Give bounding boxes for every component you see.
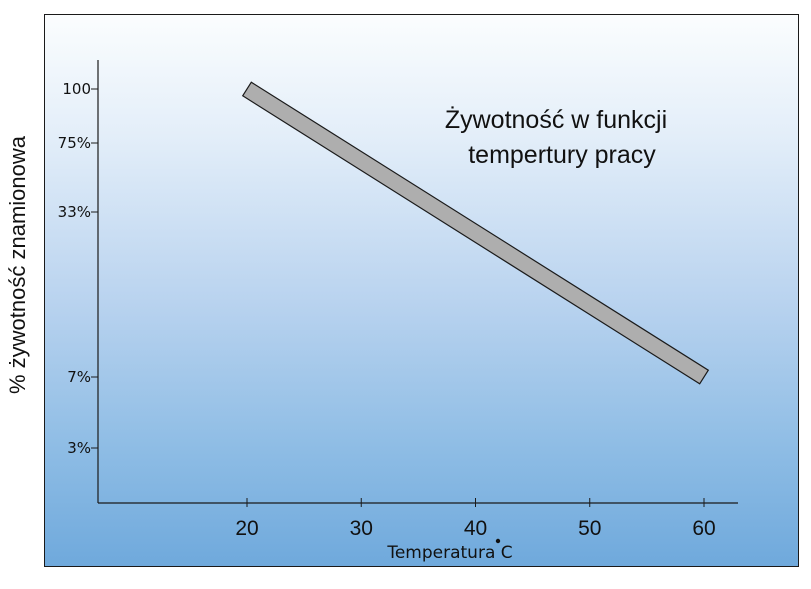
x-ticks: 20 30 40 50 60 <box>235 498 716 540</box>
x-tick-label: 40 <box>464 517 487 540</box>
chart-title-line-1: Żywotność w funkcji <box>445 105 667 134</box>
y-ticks: 100 75% 33% 7% 3% <box>58 80 98 457</box>
series-band <box>241 81 710 385</box>
y-tick-label: 3% <box>67 439 91 457</box>
x-tick-label: 30 <box>350 517 373 540</box>
y-tick-label: 33% <box>58 203 91 221</box>
y-tick-label: 75% <box>58 134 91 152</box>
x-tick-label: 60 <box>692 517 715 540</box>
y-axis-label: % żywotność znamionowa <box>5 135 30 394</box>
x-tick-label: 20 <box>235 517 258 540</box>
y-tick-label: 7% <box>67 368 91 386</box>
y-tick-label: 100 <box>62 80 91 98</box>
chart-title-line-2: tempertury pracy <box>468 141 656 169</box>
x-axis-label: Temperatura C <box>386 543 512 563</box>
x-tick-label: 50 <box>578 517 601 540</box>
axes <box>97 60 738 504</box>
series <box>241 81 710 385</box>
chart-frame <box>44 14 799 567</box>
degree-dot <box>495 538 501 544</box>
